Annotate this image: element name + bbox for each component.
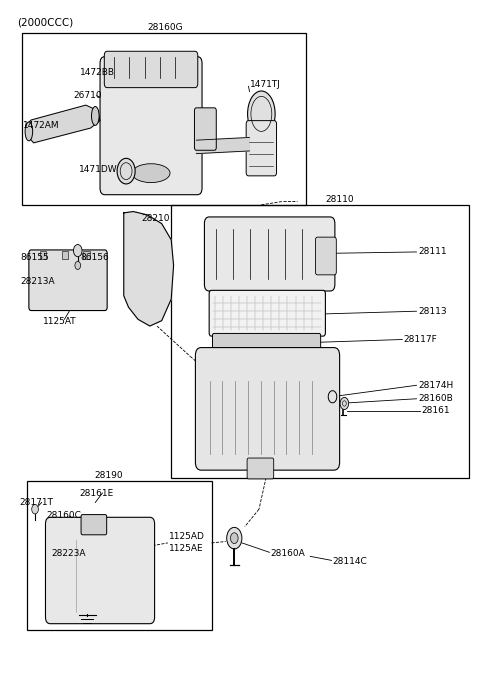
FancyBboxPatch shape <box>100 56 202 195</box>
Text: 28160A: 28160A <box>271 549 306 558</box>
Text: 28160B: 28160B <box>418 394 453 403</box>
Circle shape <box>32 504 38 514</box>
Text: (2000CCC): (2000CCC) <box>17 18 73 28</box>
Bar <box>84 251 90 259</box>
Text: 1471TJ: 1471TJ <box>250 79 280 89</box>
FancyBboxPatch shape <box>195 348 340 470</box>
Polygon shape <box>25 105 100 143</box>
Text: 28174H: 28174H <box>418 381 453 390</box>
Circle shape <box>227 528 242 549</box>
Text: 26710: 26710 <box>73 91 102 100</box>
FancyBboxPatch shape <box>247 458 274 479</box>
Polygon shape <box>196 137 250 153</box>
Ellipse shape <box>92 107 99 126</box>
FancyBboxPatch shape <box>213 333 321 350</box>
Bar <box>26 481 212 630</box>
FancyBboxPatch shape <box>46 517 155 624</box>
FancyBboxPatch shape <box>315 237 336 275</box>
Text: 1472BB: 1472BB <box>80 69 115 77</box>
Text: 28113: 28113 <box>418 307 446 316</box>
Text: 1472AM: 1472AM <box>23 121 60 130</box>
FancyBboxPatch shape <box>209 291 325 336</box>
Text: 28160G: 28160G <box>147 23 183 32</box>
FancyBboxPatch shape <box>246 121 276 176</box>
Bar <box>61 251 68 259</box>
Text: 28111: 28111 <box>418 247 446 257</box>
FancyBboxPatch shape <box>204 217 335 291</box>
FancyBboxPatch shape <box>194 108 216 150</box>
Bar <box>22 33 306 205</box>
Bar <box>40 251 47 259</box>
Text: 1125AD: 1125AD <box>169 532 204 541</box>
Text: 1471DW: 1471DW <box>79 164 117 174</box>
Text: 28161E: 28161E <box>80 489 114 498</box>
Text: 28117F: 28117F <box>404 335 437 344</box>
Text: 86155: 86155 <box>21 253 49 262</box>
Text: 28223A: 28223A <box>52 549 86 558</box>
Text: 28110: 28110 <box>325 195 354 204</box>
Text: 86156: 86156 <box>80 253 109 262</box>
Text: 1125AE: 1125AE <box>169 544 204 553</box>
FancyBboxPatch shape <box>29 250 107 310</box>
Ellipse shape <box>132 164 170 183</box>
Text: 28190: 28190 <box>94 471 122 480</box>
FancyBboxPatch shape <box>81 515 107 535</box>
Text: 28210: 28210 <box>141 214 170 223</box>
Ellipse shape <box>117 158 135 184</box>
Text: 28160C: 28160C <box>47 511 81 520</box>
Polygon shape <box>124 212 174 326</box>
Text: 28213A: 28213A <box>21 277 55 286</box>
Text: 28161: 28161 <box>421 407 450 416</box>
Circle shape <box>75 261 81 270</box>
Circle shape <box>73 244 82 257</box>
Ellipse shape <box>25 122 33 141</box>
FancyBboxPatch shape <box>104 52 198 88</box>
Bar <box>171 205 469 477</box>
Circle shape <box>230 533 238 544</box>
Ellipse shape <box>248 91 275 136</box>
Text: 1125AT: 1125AT <box>43 318 77 327</box>
Text: 28114C: 28114C <box>333 557 367 566</box>
Text: 28171T: 28171T <box>19 498 53 507</box>
Circle shape <box>340 397 348 409</box>
